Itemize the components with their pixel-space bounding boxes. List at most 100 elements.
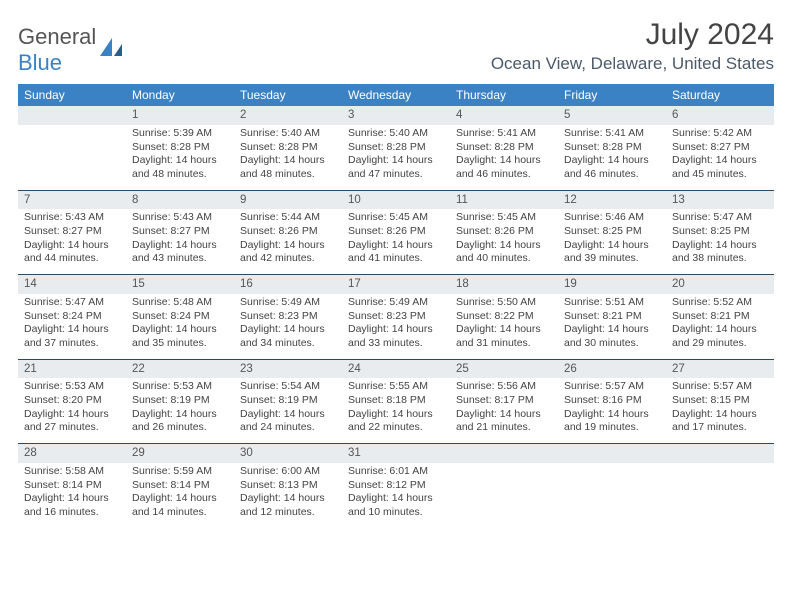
day-content-cell	[558, 463, 666, 528]
header: General Blue July 2024 Ocean View, Delaw…	[18, 18, 774, 76]
sunrise-line: Sunrise: 5:59 AM	[132, 465, 228, 479]
daylight-line: Daylight: 14 hours and 16 minutes.	[24, 492, 120, 519]
day-number-cell: 8	[126, 190, 234, 209]
sunrise-line: Sunrise: 5:40 AM	[348, 127, 444, 141]
daylight-line: Daylight: 14 hours and 34 minutes.	[240, 323, 336, 350]
sunrise-line: Sunrise: 5:55 AM	[348, 380, 444, 394]
day-header: Saturday	[666, 84, 774, 106]
sunrise-line: Sunrise: 5:52 AM	[672, 296, 768, 310]
day-header: Wednesday	[342, 84, 450, 106]
day-header: Thursday	[450, 84, 558, 106]
day-content-cell: Sunrise: 5:42 AMSunset: 8:27 PMDaylight:…	[666, 125, 774, 190]
day-content-cell: Sunrise: 5:45 AMSunset: 8:26 PMDaylight:…	[450, 209, 558, 274]
day-content-cell: Sunrise: 5:52 AMSunset: 8:21 PMDaylight:…	[666, 294, 774, 359]
daylight-line: Daylight: 14 hours and 24 minutes.	[240, 408, 336, 435]
day-number-cell: 21	[18, 359, 126, 378]
day-header: Sunday	[18, 84, 126, 106]
sunrise-line: Sunrise: 5:41 AM	[456, 127, 552, 141]
day-content-cell: Sunrise: 5:59 AMSunset: 8:14 PMDaylight:…	[126, 463, 234, 528]
daylight-line: Daylight: 14 hours and 37 minutes.	[24, 323, 120, 350]
daylight-line: Daylight: 14 hours and 41 minutes.	[348, 239, 444, 266]
day-number-cell: 15	[126, 275, 234, 294]
sunset-line: Sunset: 8:28 PM	[348, 141, 444, 155]
sunset-line: Sunset: 8:14 PM	[132, 479, 228, 493]
sunrise-line: Sunrise: 5:49 AM	[240, 296, 336, 310]
sunset-line: Sunset: 8:25 PM	[564, 225, 660, 239]
sunset-line: Sunset: 8:26 PM	[348, 225, 444, 239]
logo-word-general: General	[18, 24, 96, 49]
day-number-cell: 27	[666, 359, 774, 378]
sunset-line: Sunset: 8:22 PM	[456, 310, 552, 324]
daylight-line: Daylight: 14 hours and 27 minutes.	[24, 408, 120, 435]
day-content-cell	[666, 463, 774, 528]
day-number-cell: 23	[234, 359, 342, 378]
sunset-line: Sunset: 8:19 PM	[240, 394, 336, 408]
sunrise-line: Sunrise: 5:44 AM	[240, 211, 336, 225]
day-content-cell: Sunrise: 5:53 AMSunset: 8:19 PMDaylight:…	[126, 378, 234, 443]
day-content-cell: Sunrise: 5:41 AMSunset: 8:28 PMDaylight:…	[450, 125, 558, 190]
day-content-cell: Sunrise: 6:01 AMSunset: 8:12 PMDaylight:…	[342, 463, 450, 528]
day-number-cell: 13	[666, 190, 774, 209]
sunset-line: Sunset: 8:12 PM	[348, 479, 444, 493]
sunrise-line: Sunrise: 5:42 AM	[672, 127, 768, 141]
day-header: Monday	[126, 84, 234, 106]
daylight-line: Daylight: 14 hours and 30 minutes.	[564, 323, 660, 350]
daylight-line: Daylight: 14 hours and 45 minutes.	[672, 154, 768, 181]
day-number-cell: 29	[126, 444, 234, 463]
logo: General Blue	[18, 18, 124, 76]
day-number-cell: 28	[18, 444, 126, 463]
daylight-line: Daylight: 14 hours and 21 minutes.	[456, 408, 552, 435]
day-number-row: 123456	[18, 106, 774, 125]
day-header: Friday	[558, 84, 666, 106]
daylight-line: Daylight: 14 hours and 14 minutes.	[132, 492, 228, 519]
daylight-line: Daylight: 14 hours and 48 minutes.	[240, 154, 336, 181]
day-content-cell: Sunrise: 5:43 AMSunset: 8:27 PMDaylight:…	[126, 209, 234, 274]
month-title: July 2024	[491, 18, 774, 52]
day-content-cell: Sunrise: 5:57 AMSunset: 8:15 PMDaylight:…	[666, 378, 774, 443]
day-number-cell: 26	[558, 359, 666, 378]
day-number-cell: 3	[342, 106, 450, 125]
sunrise-line: Sunrise: 5:50 AM	[456, 296, 552, 310]
day-number-cell	[558, 444, 666, 463]
sunset-line: Sunset: 8:14 PM	[24, 479, 120, 493]
sunrise-line: Sunrise: 5:43 AM	[24, 211, 120, 225]
day-number-cell: 7	[18, 190, 126, 209]
daylight-line: Daylight: 14 hours and 48 minutes.	[132, 154, 228, 181]
day-content-cell: Sunrise: 5:47 AMSunset: 8:25 PMDaylight:…	[666, 209, 774, 274]
day-number-cell: 22	[126, 359, 234, 378]
daylight-line: Daylight: 14 hours and 42 minutes.	[240, 239, 336, 266]
daylight-line: Daylight: 14 hours and 47 minutes.	[348, 154, 444, 181]
sunset-line: Sunset: 8:27 PM	[132, 225, 228, 239]
sunrise-line: Sunrise: 5:51 AM	[564, 296, 660, 310]
day-content-cell: Sunrise: 5:45 AMSunset: 8:26 PMDaylight:…	[342, 209, 450, 274]
day-header: Tuesday	[234, 84, 342, 106]
day-content-row: Sunrise: 5:53 AMSunset: 8:20 PMDaylight:…	[18, 378, 774, 443]
daylight-line: Daylight: 14 hours and 19 minutes.	[564, 408, 660, 435]
daylight-line: Daylight: 14 hours and 35 minutes.	[132, 323, 228, 350]
day-content-cell: Sunrise: 5:56 AMSunset: 8:17 PMDaylight:…	[450, 378, 558, 443]
sunrise-line: Sunrise: 6:01 AM	[348, 465, 444, 479]
day-number-cell	[450, 444, 558, 463]
sunset-line: Sunset: 8:20 PM	[24, 394, 120, 408]
day-number-cell: 2	[234, 106, 342, 125]
day-number-cell: 31	[342, 444, 450, 463]
daylight-line: Daylight: 14 hours and 40 minutes.	[456, 239, 552, 266]
sunrise-line: Sunrise: 5:53 AM	[24, 380, 120, 394]
sunrise-line: Sunrise: 5:53 AM	[132, 380, 228, 394]
day-header-row: SundayMondayTuesdayWednesdayThursdayFrid…	[18, 84, 774, 106]
daylight-line: Daylight: 14 hours and 46 minutes.	[456, 154, 552, 181]
day-number-cell: 20	[666, 275, 774, 294]
day-content-cell: Sunrise: 5:57 AMSunset: 8:16 PMDaylight:…	[558, 378, 666, 443]
sunrise-line: Sunrise: 5:39 AM	[132, 127, 228, 141]
day-content-cell: Sunrise: 5:39 AMSunset: 8:28 PMDaylight:…	[126, 125, 234, 190]
sunset-line: Sunset: 8:23 PM	[240, 310, 336, 324]
daylight-line: Daylight: 14 hours and 46 minutes.	[564, 154, 660, 181]
day-number-row: 14151617181920	[18, 275, 774, 294]
sunset-line: Sunset: 8:21 PM	[672, 310, 768, 324]
day-content-cell: Sunrise: 5:55 AMSunset: 8:18 PMDaylight:…	[342, 378, 450, 443]
sunset-line: Sunset: 8:18 PM	[348, 394, 444, 408]
sunset-line: Sunset: 8:23 PM	[348, 310, 444, 324]
day-content-cell: Sunrise: 5:43 AMSunset: 8:27 PMDaylight:…	[18, 209, 126, 274]
daylight-line: Daylight: 14 hours and 12 minutes.	[240, 492, 336, 519]
daylight-line: Daylight: 14 hours and 43 minutes.	[132, 239, 228, 266]
